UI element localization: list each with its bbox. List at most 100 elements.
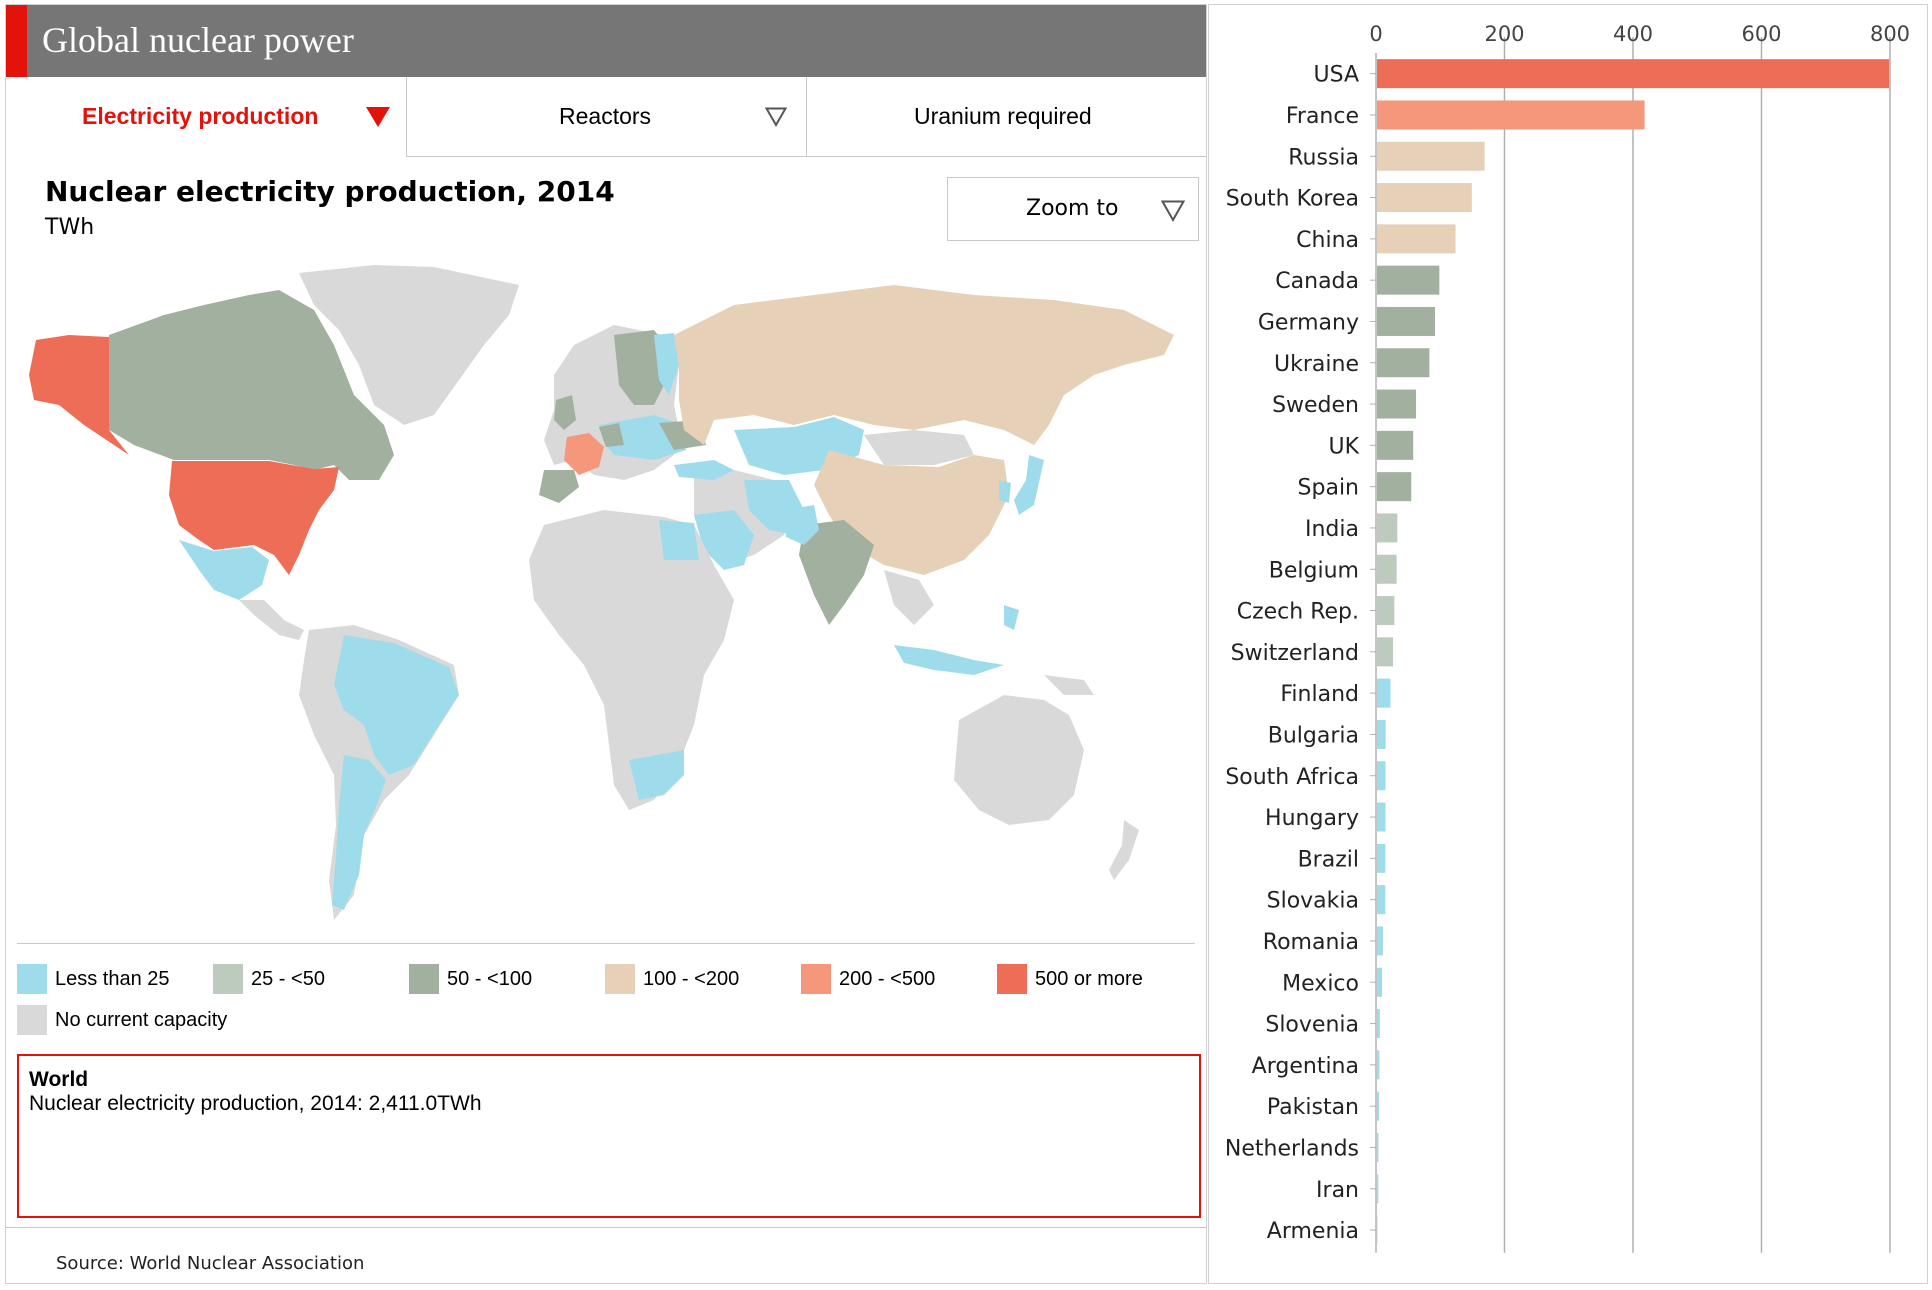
germany-region: [599, 423, 624, 447]
category-label: Canada: [1275, 269, 1359, 294]
x-tick-label: 400: [1613, 22, 1653, 46]
legend-label: 100 - <200: [643, 968, 740, 990]
tab-electricity-production[interactable]: Electricity production: [6, 77, 407, 157]
bar-finland: [1377, 678, 1391, 708]
bar-south-africa: [1377, 761, 1386, 791]
category-label: France: [1286, 104, 1359, 129]
chevron-down-icon: [366, 107, 390, 127]
category-label: Switzerland: [1231, 641, 1359, 666]
bar-brazil: [1377, 843, 1386, 873]
tab-label: Electricity production: [82, 103, 319, 129]
category-label: South Korea: [1226, 187, 1359, 212]
bar-slovakia: [1377, 885, 1386, 915]
tab-label: Uranium required: [914, 103, 1092, 129]
bar-iran: [1377, 1174, 1379, 1204]
tab-reactors[interactable]: Reactors: [407, 77, 807, 157]
zoom-to-dropdown[interactable]: Zoom to: [947, 177, 1199, 241]
category-label: Czech Rep.: [1237, 600, 1359, 625]
x-tick-label: 200: [1484, 22, 1524, 46]
turkey-region: [674, 460, 734, 480]
x-tick-label: 600: [1741, 22, 1781, 46]
bar-netherlands: [1377, 1132, 1379, 1162]
chevron-down-icon: [765, 107, 787, 127]
category-label: Mexico: [1282, 971, 1359, 996]
greenland-region: [299, 265, 519, 425]
png-region: [1044, 675, 1094, 695]
bar-russia: [1377, 141, 1485, 171]
central-america-region: [239, 600, 304, 640]
category-label: Slovenia: [1265, 1013, 1359, 1038]
bar-chart: 0 200 400 600 800 USA France Russia South Korea C…: [1225, 22, 1910, 1253]
category-label: Germany: [1258, 310, 1359, 335]
map-panel: Global nuclear power Electricity product…: [5, 4, 1207, 1284]
category-label: Ukraine: [1274, 352, 1359, 377]
bar-argentina: [1377, 1050, 1380, 1080]
mexico-region: [179, 540, 269, 600]
finland-region: [654, 333, 679, 395]
footer-divider: [6, 1227, 1206, 1228]
russia-region: [674, 285, 1174, 445]
legend-swatch: [409, 964, 439, 994]
category-label: Russia: [1288, 145, 1359, 170]
title-accent: [6, 5, 27, 77]
legend-swatch: [605, 964, 635, 994]
legend-label: 200 - <500: [839, 968, 936, 990]
category-label: Belgium: [1269, 558, 1359, 583]
map-unit: TWh: [45, 215, 95, 240]
tab-uranium-required[interactable]: Uranium required: [807, 77, 1206, 157]
bar-belgium: [1377, 554, 1397, 584]
category-label: South Africa: [1225, 765, 1359, 790]
bar-china: [1377, 224, 1456, 254]
scandinavia-region: [614, 330, 669, 405]
argentina-region: [332, 755, 386, 910]
x-tick-label: 0: [1369, 22, 1382, 46]
legend-swatch: [17, 1005, 47, 1035]
uk-region: [554, 395, 576, 430]
bar-sweden: [1377, 389, 1417, 419]
canada-region: [109, 290, 394, 480]
category-label: Iran: [1316, 1178, 1359, 1203]
brazil-region: [334, 635, 459, 775]
info-box: World Nuclear electricity production, 20…: [17, 1054, 1201, 1218]
bar-mexico: [1377, 967, 1382, 997]
japan-region: [1014, 455, 1044, 515]
bar-czech-rep-: [1377, 596, 1395, 626]
mongolia-region: [864, 430, 974, 465]
spain-region: [539, 470, 579, 503]
map-title: Nuclear electricity production, 2014: [45, 175, 615, 208]
legend-label: 50 - <100: [447, 968, 533, 990]
legend-label: 25 - <50: [251, 968, 325, 990]
world-map: [29, 265, 1174, 920]
category-label: Finland: [1280, 682, 1359, 707]
legend-divider: [17, 943, 1195, 944]
bar-usa: [1377, 59, 1890, 89]
info-title: World: [29, 1068, 89, 1091]
source-note: Source: World Nuclear Association: [56, 1253, 365, 1274]
chart-panel: 0 200 400 600 800 USA France Russia South Korea C…: [1208, 4, 1928, 1284]
category-label: Sweden: [1272, 393, 1359, 418]
category-label: Bulgaria: [1268, 723, 1359, 748]
usa-region: [169, 461, 339, 575]
pakistan-region: [784, 505, 819, 545]
legend-swatch: [213, 964, 243, 994]
bar-slovenia: [1377, 1009, 1380, 1039]
bar-pakistan: [1377, 1091, 1379, 1121]
bar-france: [1377, 100, 1645, 130]
bar-hungary: [1377, 802, 1386, 832]
india-region: [799, 520, 874, 625]
category-label: USA: [1313, 63, 1359, 88]
africa-region: [529, 510, 734, 810]
bar-india: [1377, 513, 1398, 543]
category-label: Romania: [1263, 930, 1359, 955]
bar-uk: [1377, 430, 1414, 460]
title-bar: Global nuclear power: [6, 5, 1206, 77]
bar-ukraine: [1377, 348, 1430, 378]
bar-bulgaria: [1377, 719, 1386, 749]
alaska-region: [29, 335, 129, 455]
legend-label: 500 or more: [1035, 968, 1143, 990]
philippines-region: [1004, 605, 1019, 630]
category-label: Armenia: [1267, 1219, 1359, 1244]
category-label: Argentina: [1252, 1054, 1359, 1079]
tab-bar: Electricity production Reactors Uranium …: [6, 77, 1206, 157]
bar-switzerland: [1377, 637, 1394, 667]
